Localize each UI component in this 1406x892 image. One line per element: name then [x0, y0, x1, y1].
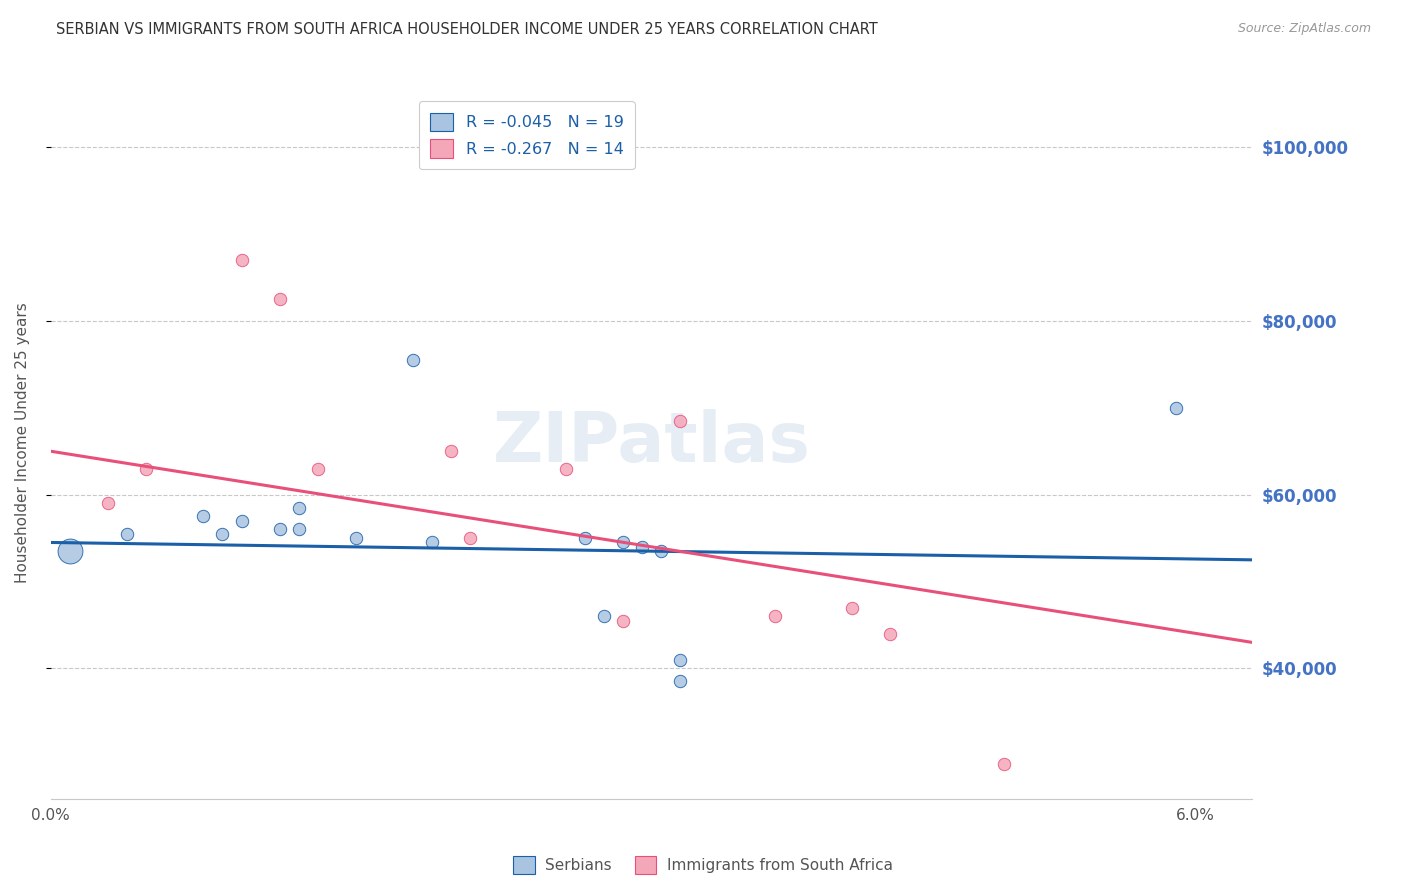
Point [763, 609, 786, 624]
Point [135, 461, 157, 475]
Point [993, 757, 1015, 772]
Point [307, 461, 329, 475]
Point [402, 353, 425, 368]
Point [592, 609, 614, 624]
Point [460, 531, 482, 545]
Point [631, 540, 654, 554]
Point [879, 626, 901, 640]
Point [97, 496, 120, 510]
Point [1164, 401, 1187, 415]
Point [554, 461, 576, 475]
Point [669, 414, 692, 428]
Point [231, 514, 253, 528]
Point [669, 653, 692, 667]
Point [650, 544, 672, 558]
Point [440, 444, 463, 458]
Point [612, 614, 634, 628]
Point [193, 509, 215, 524]
Point [269, 292, 291, 306]
Point [59, 544, 82, 558]
Point [287, 500, 309, 515]
Text: SERBIAN VS IMMIGRANTS FROM SOUTH AFRICA HOUSEHOLDER INCOME UNDER 25 YEARS CORREL: SERBIAN VS IMMIGRANTS FROM SOUTH AFRICA … [56, 22, 877, 37]
Point [574, 531, 596, 545]
Y-axis label: Householder Income Under 25 years: Householder Income Under 25 years [15, 302, 30, 583]
Point [115, 526, 138, 541]
Point [841, 600, 863, 615]
Point [211, 526, 233, 541]
Text: Source: ZipAtlas.com: Source: ZipAtlas.com [1237, 22, 1371, 36]
Point [420, 535, 443, 549]
Legend: R = -0.045   N = 19, R = -0.267   N = 14: R = -0.045 N = 19, R = -0.267 N = 14 [419, 102, 634, 169]
Point [287, 523, 309, 537]
Point [231, 253, 253, 268]
Legend: Serbians, Immigrants from South Africa: Serbians, Immigrants from South Africa [508, 850, 898, 880]
Point [669, 674, 692, 689]
Text: ZIPatlas: ZIPatlas [492, 409, 810, 476]
Point [269, 523, 291, 537]
Point [612, 535, 634, 549]
Point [344, 531, 367, 545]
